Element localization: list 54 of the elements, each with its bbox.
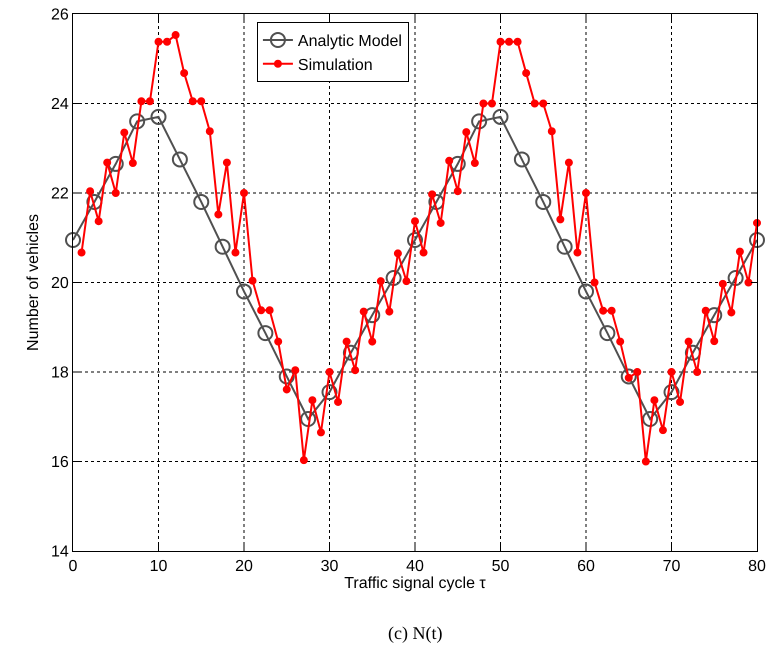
point xyxy=(642,410,658,427)
point xyxy=(65,232,81,248)
y-tick-label: 24 xyxy=(51,96,69,114)
text: (c) N(t) xyxy=(388,623,442,643)
y-tick-label: 22 xyxy=(51,186,69,203)
point xyxy=(278,368,295,384)
y-tick-label: 18 xyxy=(51,364,69,382)
point xyxy=(86,194,102,210)
point xyxy=(664,384,680,400)
point xyxy=(322,384,338,400)
y-tick-label: 26 xyxy=(51,6,69,24)
point xyxy=(556,238,573,255)
point xyxy=(364,307,380,324)
x-tick-label: 10 xyxy=(150,558,168,576)
point xyxy=(407,232,423,248)
x-tick-label: 30 xyxy=(320,558,338,576)
point xyxy=(684,344,701,361)
x-tick-label: 40 xyxy=(406,558,424,576)
x-tick-label: 80 xyxy=(748,558,766,576)
y-axis-title: Number of vehicles xyxy=(24,214,42,351)
point xyxy=(257,325,274,342)
point xyxy=(492,108,508,125)
point xyxy=(728,270,744,286)
legend-label: Simulation xyxy=(298,56,373,74)
point xyxy=(129,113,146,130)
point xyxy=(214,238,231,255)
point xyxy=(300,410,316,427)
x-axis-title: Traffic signal cycle τ xyxy=(344,575,486,592)
point xyxy=(620,368,637,384)
x-tick-label: 20 xyxy=(235,558,253,576)
point xyxy=(386,270,402,286)
point xyxy=(514,151,530,168)
point xyxy=(193,194,210,210)
x-tick-label: 60 xyxy=(577,558,595,576)
point xyxy=(535,194,552,210)
point xyxy=(450,156,466,172)
point xyxy=(236,283,252,300)
point xyxy=(428,194,444,210)
y-tick-label: 14 xyxy=(51,544,69,561)
point xyxy=(150,108,166,125)
y-tick-label: 16 xyxy=(51,454,69,472)
x-tick-label: 0 xyxy=(68,558,78,576)
point xyxy=(749,232,765,248)
point xyxy=(599,325,616,342)
point xyxy=(578,283,594,300)
x-tick-label: 70 xyxy=(662,558,680,576)
point xyxy=(471,113,488,130)
point xyxy=(342,344,359,361)
x-tick-label: 50 xyxy=(492,558,510,576)
point xyxy=(172,151,188,168)
point xyxy=(108,156,124,172)
legend-label: Analytic Model xyxy=(298,33,402,50)
y-tick-label: 20 xyxy=(51,275,69,292)
point xyxy=(706,307,722,324)
